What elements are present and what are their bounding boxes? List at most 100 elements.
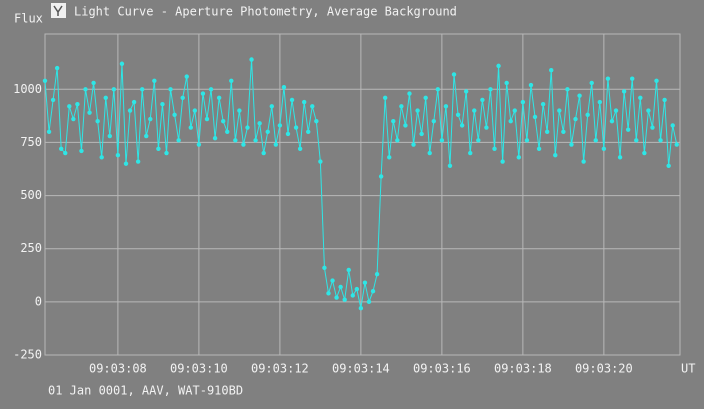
data-point: [225, 129, 230, 134]
y-tick-label: 500: [20, 188, 42, 202]
data-point: [609, 118, 615, 124]
data-point: [662, 97, 667, 103]
data-point: [342, 297, 347, 302]
data-point: [75, 101, 80, 107]
data-point: [115, 152, 121, 158]
data-point: [152, 78, 157, 83]
data-point: [532, 114, 538, 120]
data-point: [378, 174, 384, 179]
data-point: [496, 63, 501, 69]
data-point: [261, 150, 266, 156]
data-point: [419, 131, 424, 137]
data-point: [220, 118, 226, 124]
data-point: [508, 118, 513, 124]
data-point: [540, 101, 546, 107]
data-point: [516, 155, 522, 160]
data-point: [46, 129, 52, 134]
x-axis-label: UT: [681, 362, 695, 376]
data-point: [310, 104, 315, 109]
data-point: [172, 112, 177, 117]
data-point: [399, 104, 404, 109]
data-point: [585, 112, 590, 117]
data-point: [492, 146, 497, 151]
data-point: [476, 138, 481, 143]
x-tick-label: 09:03:18: [494, 362, 552, 376]
data-point: [415, 108, 420, 113]
x-tick-label: 09:03:12: [251, 362, 309, 376]
data-point: [212, 135, 218, 141]
data-point: [630, 76, 635, 81]
data-point: [463, 89, 469, 94]
data-point: [597, 99, 603, 105]
data-point: [314, 118, 319, 124]
x-tick-label: 09:03:10: [170, 362, 228, 376]
data-point: [322, 265, 327, 271]
data-point: [196, 142, 202, 147]
data-point: [334, 295, 339, 300]
data-point: [593, 138, 598, 143]
data-point: [382, 95, 388, 100]
data-point: [273, 142, 279, 147]
data-point: [354, 286, 360, 292]
x-tick-label: 09:03:16: [413, 362, 471, 376]
data-point: [180, 95, 185, 100]
data-point: [642, 150, 647, 156]
data-point: [581, 159, 586, 164]
data-point: [350, 293, 355, 298]
data-point: [318, 159, 323, 164]
data-point: [544, 129, 550, 134]
data-point: [455, 112, 461, 117]
data-point: [536, 146, 542, 151]
y-tick-label: -250: [13, 348, 42, 362]
data-point: [176, 138, 181, 143]
data-point: [216, 95, 222, 100]
data-point: [613, 108, 619, 113]
data-point: [427, 150, 432, 156]
data-point: [346, 267, 351, 273]
footer: 01 Jan 0001, AAV, WAT-910BD: [48, 384, 243, 398]
data-point: [297, 146, 303, 151]
data-point: [293, 125, 299, 130]
data-point: [111, 87, 117, 92]
data-point: [208, 87, 214, 92]
data-point: [249, 57, 254, 62]
data-point: [403, 123, 408, 128]
data-point: [148, 116, 153, 122]
data-point: [601, 146, 607, 151]
data-point: [54, 65, 60, 71]
data-point: [192, 108, 198, 113]
data-point: [330, 278, 335, 283]
data-point: [204, 116, 210, 122]
app-icon-glyph: [53, 5, 63, 16]
data-point: [468, 150, 473, 156]
x-tick-label: 09:03:20: [575, 362, 633, 376]
data-point: [512, 108, 517, 113]
y-axis-label: Flux: [14, 12, 43, 26]
data-point: [658, 138, 663, 143]
data-point: [269, 104, 274, 109]
data-point: [233, 138, 238, 143]
data-point: [50, 97, 56, 103]
y-tick-label: 0: [35, 294, 42, 308]
y-tick-label: 750: [20, 135, 42, 149]
data-point: [553, 152, 558, 158]
data-point: [83, 87, 88, 92]
data-point: [484, 125, 489, 130]
data-point: [164, 150, 169, 156]
data-point: [565, 87, 570, 92]
data-point: [63, 150, 68, 156]
data-point: [549, 67, 554, 73]
data-point: [285, 131, 291, 137]
data-point: [123, 161, 129, 166]
data-point: [407, 91, 412, 96]
data-point: [58, 146, 64, 151]
data-point: [577, 93, 582, 98]
data-point: [139, 87, 145, 92]
data-point: [374, 272, 380, 277]
data-point: [569, 142, 574, 147]
data-point: [666, 163, 671, 169]
data-point: [144, 133, 149, 139]
data-point: [103, 95, 108, 100]
data-point: [524, 138, 530, 143]
